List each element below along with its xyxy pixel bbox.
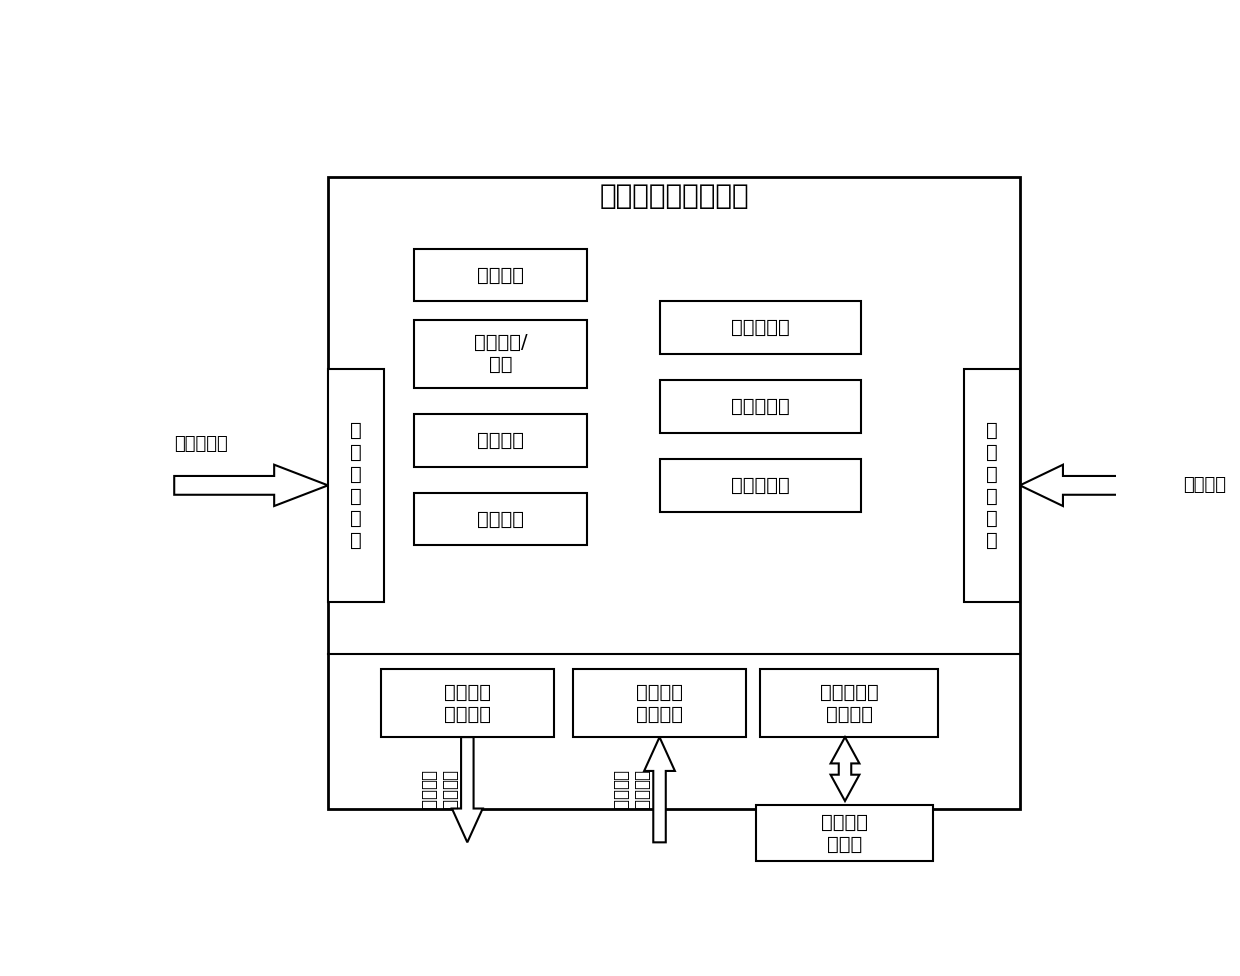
Bar <box>660 381 862 432</box>
Bar <box>965 369 1019 602</box>
Bar <box>327 178 1019 808</box>
Text: 数据总线: 数据总线 <box>1183 476 1226 495</box>
Text: 数据回写: 数据回写 <box>477 509 525 529</box>
Text: 输出控制
信号接口: 输出控制 信号接口 <box>444 683 491 724</box>
Text: 内部寄存器: 内部寄存器 <box>732 476 790 495</box>
Bar <box>760 670 939 737</box>
Bar <box>414 249 588 302</box>
Text: 外部控制
寄存器: 外部控制 寄存器 <box>821 812 868 853</box>
Text: 指令存储器: 指令存储器 <box>732 318 790 337</box>
Bar <box>414 320 588 387</box>
Bar <box>660 459 862 511</box>
Polygon shape <box>831 737 859 801</box>
Text: 数
据
总
线
接
口: 数 据 总 线 接 口 <box>986 421 998 549</box>
Bar <box>414 414 588 467</box>
Text: 指令译码/
取数: 指令译码/ 取数 <box>474 334 528 375</box>
Text: 指令执行: 指令执行 <box>477 430 525 450</box>
Bar <box>660 302 862 354</box>
Bar <box>327 369 383 602</box>
Text: 外部控制寄
存器接口: 外部控制寄 存器接口 <box>820 683 879 724</box>
Bar <box>573 670 746 737</box>
Bar <box>381 670 554 737</box>
Text: 待处理数据: 待处理数据 <box>174 435 228 453</box>
Polygon shape <box>174 465 327 506</box>
Polygon shape <box>644 737 675 842</box>
Text: 输
入
数
据
接
口: 输 入 数 据 接 口 <box>350 421 362 549</box>
Text: 输入指示
信号总线: 输入指示 信号总线 <box>611 770 650 810</box>
Text: 输出控制
信号总线: 输出控制 信号总线 <box>419 770 458 810</box>
Bar <box>755 805 934 861</box>
Text: 指针计数: 指针计数 <box>477 265 525 284</box>
Polygon shape <box>451 737 482 842</box>
Text: 输入指示
信号接口: 输入指示 信号接口 <box>636 683 683 724</box>
Bar <box>414 493 588 546</box>
Text: 数据存储器: 数据存储器 <box>732 397 790 416</box>
Polygon shape <box>1019 465 1174 506</box>
Text: 存算一体芯片处理器: 存算一体芯片处理器 <box>599 183 749 210</box>
